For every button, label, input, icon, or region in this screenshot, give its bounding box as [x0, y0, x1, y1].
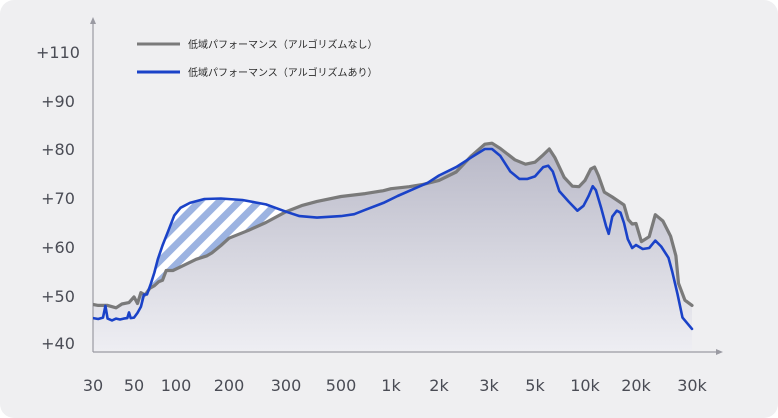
series-line-with-algorithm — [93, 147, 694, 331]
legend: 低域パフォーマンス（アルゴリズムなし） 低域パフォーマンス（アルゴリズムあり） — [137, 38, 378, 79]
series-line-without-algorithm — [93, 141, 694, 310]
legend-item-without-algorithm: 低域パフォーマンス（アルゴリズムなし） — [137, 38, 378, 51]
legend-label-with-algorithm: 低域パフォーマンス（アルゴリズムあり） — [188, 66, 378, 79]
legend-item-with-algorithm: 低域パフォーマンス（アルゴリズムあり） — [137, 66, 378, 79]
x-tick-label: 30k — [677, 376, 707, 395]
y-tick-label: +70 — [41, 189, 75, 208]
response-area-fill — [93, 143, 692, 352]
legend-label-without-algorithm: 低域パフォーマンス（アルゴリズムなし） — [188, 38, 378, 51]
x-tick-label: 10k — [570, 376, 600, 395]
x-tick-label: 30 — [83, 376, 103, 395]
y-tick-label: +50 — [41, 287, 75, 306]
y-tick-label: +90 — [41, 92, 75, 111]
y-tick-label: +40 — [41, 334, 75, 353]
x-tick-label: 50 — [124, 376, 144, 395]
x-tick-label: 500 — [326, 376, 357, 395]
x-tick-label: 1k — [381, 376, 401, 395]
x-tick-label: 300 — [271, 376, 302, 395]
x-tick-label: 100 — [161, 376, 192, 395]
x-tick-label: 3k — [479, 376, 499, 395]
x-tick-label: 200 — [214, 376, 245, 395]
x-tick-label: 5k — [525, 376, 545, 395]
x-tick-label: 2k — [429, 376, 449, 395]
y-tick-label: +80 — [41, 140, 75, 159]
y-tick-label: +110 — [36, 43, 80, 62]
y-axis-arrow-icon — [90, 17, 96, 24]
x-tick-label: 20k — [621, 376, 651, 395]
y-tick-label: +60 — [41, 238, 75, 257]
x-axis-arrow-icon — [716, 349, 723, 355]
bass-boost-hatch — [140, 198, 286, 307]
